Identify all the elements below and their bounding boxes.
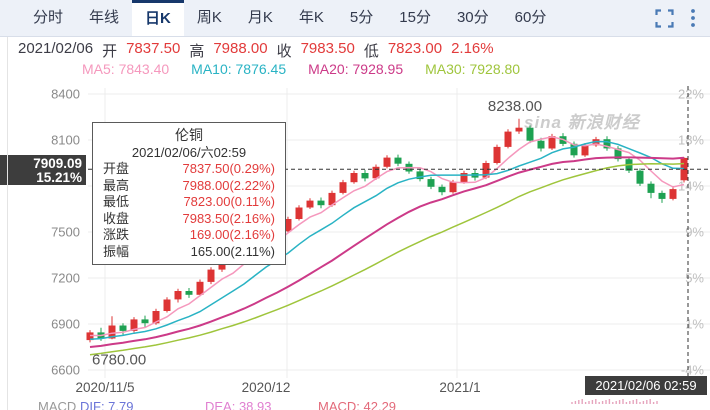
svg-text:2021/02/06 02:59: 2021/02/06 02:59 [595, 378, 696, 393]
tab-月K[interactable]: 月K [247, 9, 273, 26]
tab-日K[interactable]: 日K [132, 0, 184, 36]
svg-text:7200: 7200 [51, 271, 80, 286]
svg-text:2020/11/5: 2020/11/5 [75, 380, 134, 395]
svg-text:6600: 6600 [51, 363, 80, 378]
svg-text:18%: 18% [678, 133, 704, 148]
tab-60分[interactable]: 60分 [514, 9, 547, 26]
svg-text:8100: 8100 [51, 133, 80, 148]
svg-text:6780.00: 6780.00 [92, 351, 146, 368]
tooltip-row-最低: 最低 7823.00(0.11%) [103, 194, 275, 209]
macd-name[interactable]: MACD [38, 399, 77, 410]
close-value: 7983.50 [300, 40, 355, 57]
svg-text:1%: 1% [685, 317, 704, 332]
svg-text:7500: 7500 [51, 225, 80, 240]
open-value: 7837.50 [126, 40, 181, 57]
tooltip-row-开盘: 开盘 7837.50(0.29%) [103, 161, 275, 176]
svg-text:7909.09: 7909.09 [33, 156, 82, 171]
ma-value-MA10: MA10: 7876.45 [191, 61, 287, 77]
tooltip-title: 伦铜 [175, 127, 203, 143]
macd-dea-value: DEA: 38.93 [205, 399, 272, 410]
ohlc-summary-row: 2021/02/06 开 7837.50 高 7988.00 收 7983.50… [18, 40, 494, 61]
ma-value-MA5: MA5: 7843.40 [82, 61, 170, 77]
crosshair-datetime-label: 2021/02/06 02:59 [585, 376, 707, 395]
tooltip-row-收盘: 收盘 7983.50(2.16%) [103, 210, 275, 226]
tooltip-row-振幅: 振幅 165.00(2.11%) [103, 243, 275, 259]
low-value: 7823.00 [387, 40, 443, 57]
period-tabbar: 分时 年线 日K 周K 月K 年K 5分 15分 30分 60分 [0, 0, 710, 37]
svg-text:14%: 14% [678, 179, 704, 194]
summary-date: 2021/02/06 [18, 40, 94, 57]
tab-周K[interactable]: 周K [196, 9, 222, 26]
svg-text:8400: 8400 [51, 87, 80, 102]
ma-value-MA20: MA20: 7928.95 [308, 61, 404, 77]
ma-value-MA30: MA30: 7928.80 [425, 61, 521, 77]
tab-15分[interactable]: 15分 [399, 9, 431, 26]
svg-text:22%: 22% [678, 87, 704, 102]
svg-text:-4%: -4% [681, 363, 705, 378]
close-label: 收 [276, 43, 292, 60]
macd-dif-value: DIF: 7.79 [80, 399, 134, 410]
open-label: 开 [102, 43, 118, 60]
widget-left-border [7, 37, 8, 410]
tab-30分[interactable]: 30分 [456, 9, 489, 26]
macd-indicator-row: MACD DIF: 7.79 DEA: 38.93 MACD: 42.29 [0, 399, 710, 410]
svg-text:9%: 9% [685, 225, 704, 240]
svg-text:8238.00: 8238.00 [488, 98, 542, 115]
tooltip-datetime: 2021/02/06/六02:59 [131, 145, 247, 160]
svg-text:6900: 6900 [51, 317, 80, 332]
tooltip-row-最高: 最高 7988.00(2.22%) [103, 177, 275, 193]
low-label: 低 [363, 43, 379, 60]
macd-histogram-preview [571, 399, 658, 404]
high-label: 高 [189, 43, 205, 60]
tab-年线[interactable]: 年线 [89, 9, 120, 26]
fullscreen-icon[interactable] [655, 8, 674, 28]
tab-年K[interactable]: 年K [298, 9, 324, 26]
kline-chart-svg[interactable]: 8400 22% 8100 18% 14% 7500 9% 7200 5% 6900 1% 6600 -… [0, 82, 710, 410]
tab-分时[interactable]: 分时 [33, 9, 64, 26]
change-pct: 2.16% [451, 40, 494, 57]
ma-values-row: MA5: 7843.40 MA10: 7876.45 MA20: 7928.95 MA… [82, 61, 542, 77]
svg-text:2021/1: 2021/1 [439, 380, 480, 395]
high-value: 7988.00 [213, 40, 268, 57]
svg-text:2020/12: 2020/12 [242, 380, 291, 395]
data-tooltip: 伦铜 2021/02/06/六02:59 开盘 7837.50(0.29%) 最高 7… [92, 122, 286, 265]
tab-5分[interactable]: 5分 [349, 9, 374, 26]
kebab-menu-icon[interactable] [690, 8, 696, 28]
macd-macd-value: MACD: 42.29 [318, 399, 397, 410]
sina-watermark-logo: sina 新浪财经 [524, 113, 640, 132]
kline-chart-area[interactable]: sina 新浪财经 8400 22% 8100 18% 14% 7500 9% 7200 5% 6… [0, 82, 710, 410]
tooltip-row-涨跌: 涨跌 169.00(2.16%) [103, 227, 275, 242]
svg-text:15.21%: 15.21% [36, 170, 82, 185]
svg-text:5%: 5% [685, 271, 704, 286]
